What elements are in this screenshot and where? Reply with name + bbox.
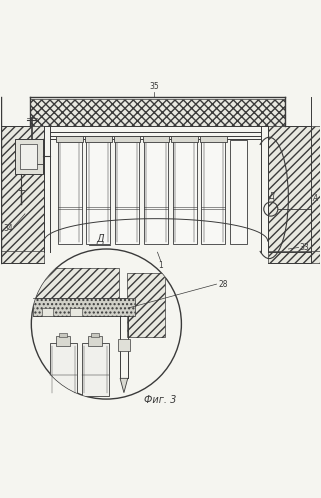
Bar [86, 140, 110, 244]
Text: 35: 35 [149, 82, 159, 91]
Bar [36, 268, 119, 300]
Bar [70, 308, 82, 316]
Bar [268, 126, 320, 252]
Text: 33: 33 [299, 243, 309, 252]
Text: Д: Д [96, 234, 104, 244]
Bar [114, 136, 140, 142]
Text: 34: 34 [4, 224, 13, 233]
Bar [143, 136, 169, 142]
Bar [85, 136, 112, 142]
Bar [20, 143, 37, 168]
Bar [200, 136, 227, 142]
Bar [41, 308, 53, 316]
Bar [58, 140, 82, 244]
Polygon shape [120, 378, 128, 393]
Bar [30, 99, 285, 126]
Bar [15, 139, 42, 174]
Bar [118, 339, 130, 351]
Bar [56, 136, 83, 142]
Bar [173, 140, 196, 244]
Bar [82, 343, 109, 396]
Bar [59, 333, 67, 338]
Bar [127, 273, 165, 337]
Circle shape [31, 249, 181, 399]
Text: А: А [312, 194, 317, 203]
Bar [115, 140, 139, 244]
Bar [230, 140, 247, 244]
Bar [88, 336, 102, 346]
Text: Фиг. 3: Фиг. 3 [144, 395, 177, 405]
Bar [91, 333, 99, 338]
Text: 28: 28 [218, 279, 228, 289]
Bar [201, 140, 225, 244]
Bar [171, 136, 198, 142]
Bar [33, 298, 135, 316]
Bar [144, 140, 168, 244]
Bar [1, 250, 44, 263]
Bar [268, 250, 320, 263]
Bar [1, 126, 44, 252]
Text: Д: Д [268, 192, 274, 201]
Bar [50, 343, 77, 396]
Bar [56, 336, 70, 346]
Text: 1: 1 [158, 261, 163, 270]
